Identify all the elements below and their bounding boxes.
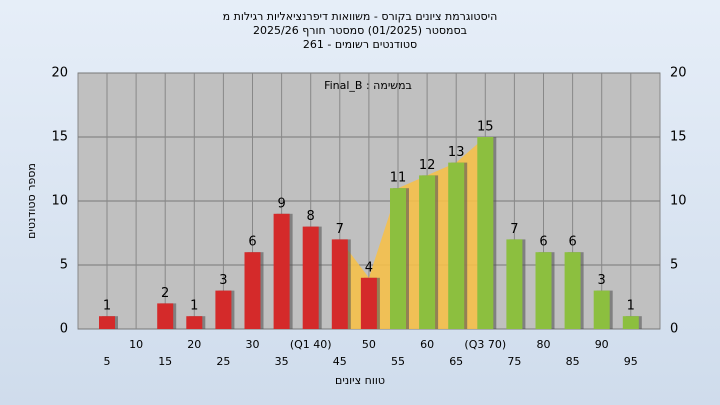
data-label: 15 [477, 120, 494, 135]
data-label: 3 [598, 273, 606, 288]
chart-subtitle: 261 - סטודנטים רשומים [303, 38, 417, 51]
x-tick-label: 95 [624, 355, 638, 368]
data-label: 1 [190, 299, 198, 314]
data-label: 7 [336, 222, 344, 237]
data-label: 6 [248, 235, 256, 250]
bar [157, 303, 174, 329]
bar [419, 175, 436, 329]
bar [273, 213, 290, 329]
x-tick-label: 50 [362, 338, 376, 351]
data-label: 9 [277, 196, 285, 211]
bar [535, 252, 552, 329]
x-tick-label: 65 [449, 355, 463, 368]
x-tick-label: 5 [104, 355, 111, 368]
data-label: 8 [307, 209, 315, 224]
data-label: 13 [448, 145, 465, 160]
bar [506, 239, 523, 329]
bar [622, 316, 639, 329]
x-tick-label: 60 [420, 338, 434, 351]
x-tick-label: 90 [595, 338, 609, 351]
x-tick-label: 25 [216, 355, 230, 368]
bar [302, 226, 319, 329]
bar [477, 137, 494, 329]
x-tick-label: 35 [275, 355, 289, 368]
bar [360, 277, 377, 329]
data-label: 11 [390, 171, 407, 186]
x-tick-label: 75 [507, 355, 521, 368]
data-label: 2 [161, 286, 169, 301]
data-label: 4 [365, 260, 373, 275]
y-tick-label: 15 [51, 130, 68, 145]
bar [215, 290, 232, 329]
annotation: Final_B : במשימה [324, 79, 412, 92]
bar [331, 239, 348, 329]
y2-tick-label: 10 [670, 194, 687, 209]
bar [186, 316, 203, 329]
data-label: 12 [419, 158, 436, 173]
x-tick-label: 15 [158, 355, 172, 368]
x-tick-label: 30 [246, 338, 260, 351]
data-label: 7 [510, 222, 518, 237]
y-tick-label: 5 [60, 258, 68, 273]
data-label: 1 [627, 299, 635, 314]
data-label: 6 [568, 235, 576, 250]
bar [564, 252, 581, 329]
bar [593, 290, 610, 329]
x-tick-label: 80 [537, 338, 551, 351]
data-label: 1 [103, 299, 111, 314]
bar [390, 188, 406, 329]
y2-tick-label: 5 [670, 258, 678, 273]
x-tick-label: 55 [391, 355, 405, 368]
chart-title: היסטוגרמת ציונים בקורס - משוואות דיפרנצי… [223, 10, 498, 23]
x-tick-label: 10 [129, 338, 143, 351]
y-tick-label: 0 [60, 322, 68, 337]
data-label: 3 [219, 273, 227, 288]
y-tick-label: 20 [51, 66, 68, 81]
bar [244, 252, 261, 329]
x-axis-label: טווח ציונים [335, 374, 385, 387]
y-tick-label: 10 [51, 194, 68, 209]
chart-subtitle: בסמסטר (01/2025) סמסטר חורף 2025/26 [253, 24, 467, 37]
x-tick-label: 85 [566, 355, 580, 368]
y2-tick-label: 15 [670, 130, 687, 145]
y2-tick-label: 0 [670, 322, 678, 337]
x-tick-label: 20 [187, 338, 201, 351]
x-tick-label: (Q3 70) [464, 338, 506, 351]
x-tick-label: (Q1 40) [290, 338, 332, 351]
bar [99, 316, 115, 329]
bar [448, 162, 465, 329]
y-axis-label: מספר סטודנטים [25, 163, 38, 239]
y2-tick-label: 20 [670, 66, 687, 81]
x-tick-label: 45 [333, 355, 347, 368]
data-label: 6 [539, 235, 547, 250]
